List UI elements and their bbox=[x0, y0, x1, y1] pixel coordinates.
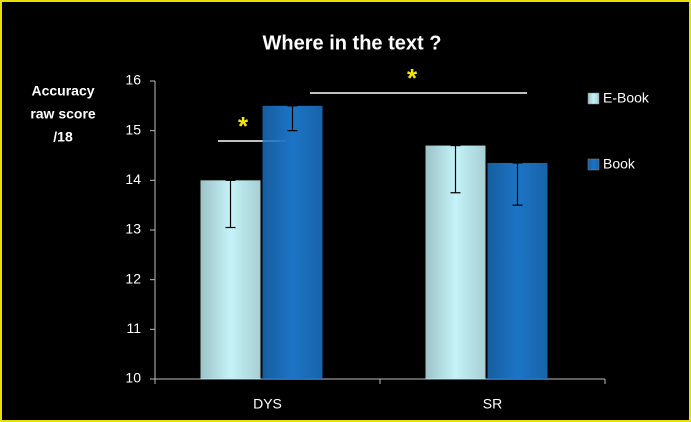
y-tick-label: 10 bbox=[125, 370, 141, 386]
y-tick-label: 13 bbox=[125, 221, 141, 237]
y-axis-label: Accuracy bbox=[31, 83, 94, 99]
y-tick-label: 12 bbox=[125, 270, 141, 286]
x-tick-label: SR bbox=[483, 396, 502, 412]
significance-star: * bbox=[407, 63, 418, 93]
legend-label: Book bbox=[603, 156, 636, 172]
chart-title: Where in the text ? bbox=[263, 32, 442, 54]
x-tick-label: DYS bbox=[253, 396, 282, 412]
significance-star: * bbox=[238, 111, 249, 141]
bar bbox=[262, 105, 323, 379]
legend-swatch bbox=[587, 158, 600, 171]
y-tick-label: 16 bbox=[125, 72, 141, 88]
legend-swatch bbox=[587, 92, 600, 105]
y-axis-label: /18 bbox=[53, 129, 73, 145]
y-tick-label: 11 bbox=[126, 320, 141, 336]
y-tick-label: 15 bbox=[125, 121, 141, 137]
y-tick-label: 14 bbox=[125, 171, 141, 187]
y-axis-label: raw score bbox=[30, 106, 96, 122]
legend-label: E-Book bbox=[603, 90, 650, 106]
